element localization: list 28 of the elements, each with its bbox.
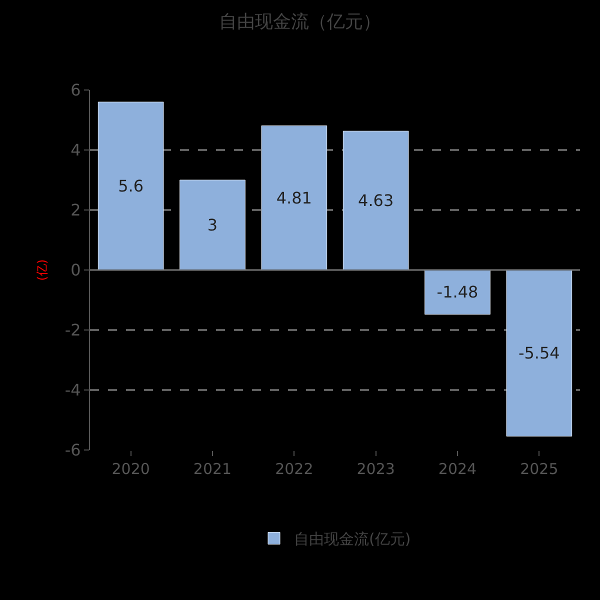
- y-tick-label: 2: [70, 200, 81, 220]
- x-tick-label: 2025: [520, 460, 558, 478]
- bar: [506, 270, 572, 436]
- data-label: 5.6: [118, 176, 144, 196]
- bar: [342, 130, 409, 270]
- bar: [424, 270, 490, 315]
- legend-label: 自由现金流(亿元): [294, 530, 411, 548]
- data-label: -5.54: [518, 344, 560, 363]
- y-tick-label: 0: [70, 260, 81, 280]
- bar: [98, 102, 164, 270]
- data-label: 3: [207, 216, 218, 234]
- data-label: 4.81: [276, 188, 312, 208]
- x-tick-label: 2022: [275, 460, 314, 478]
- x-tick-label: 2024: [438, 460, 477, 478]
- chart-title: 自由现金流（亿元）: [219, 12, 381, 33]
- data-label: 4.63: [358, 191, 394, 210]
- data-label: -1.48: [436, 282, 478, 302]
- y-tick-label: 6: [70, 80, 81, 100]
- y-tick-label: -4: [64, 380, 81, 400]
- bar: [180, 180, 246, 270]
- y-tick-label: -2: [64, 320, 81, 340]
- y-tick-label: 4: [70, 140, 81, 160]
- y-axis-title: (亿): [35, 259, 50, 281]
- x-tick-label: 2020: [112, 460, 150, 478]
- y-tick-label: -6: [64, 440, 81, 460]
- bar: [261, 125, 328, 270]
- x-tick-label: 2023: [356, 460, 395, 478]
- x-tick-label: 2021: [193, 460, 232, 478]
